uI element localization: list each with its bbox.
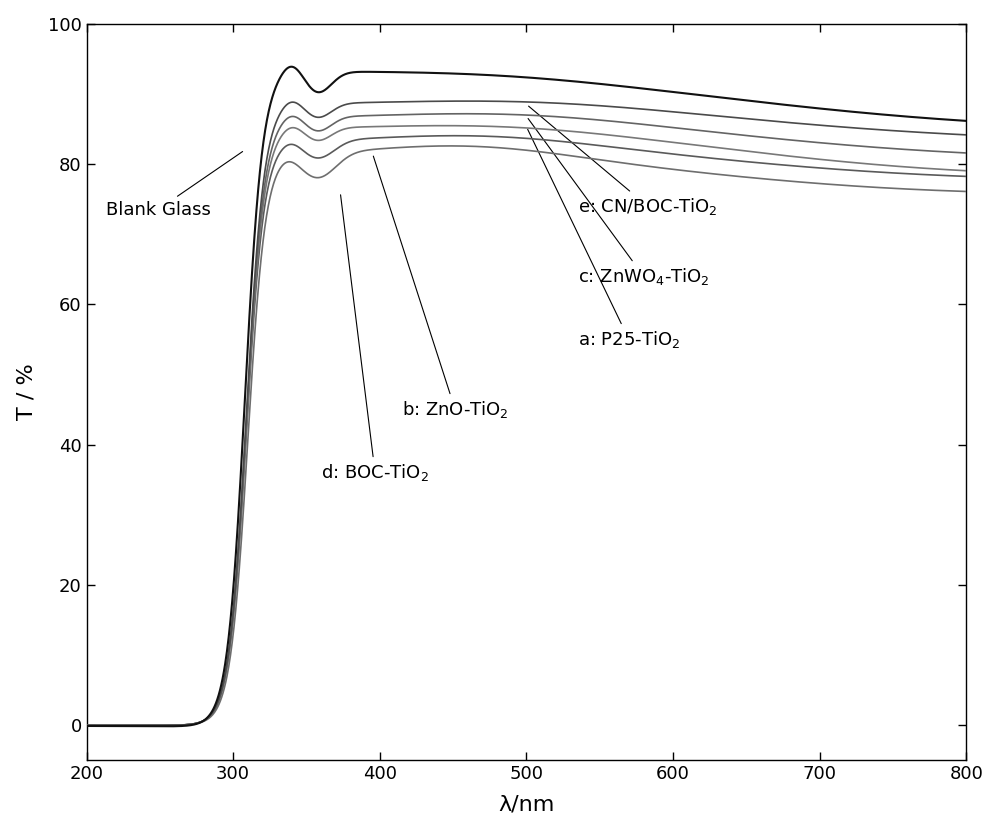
Text: d: BOC-TiO$_2$: d: BOC-TiO$_2$ [321,194,429,483]
Text: e: CN/BOC-TiO$_2$: e: CN/BOC-TiO$_2$ [529,106,717,217]
Text: Blank Glass: Blank Glass [106,151,243,219]
X-axis label: λ/nm: λ/nm [498,794,555,814]
Text: a: P25-TiO$_2$: a: P25-TiO$_2$ [528,130,680,350]
Y-axis label: T / %: T / % [17,364,37,420]
Text: c: ZnWO$_4$-TiO$_2$: c: ZnWO$_4$-TiO$_2$ [528,119,709,287]
Text: b: ZnO-TiO$_2$: b: ZnO-TiO$_2$ [373,156,509,420]
